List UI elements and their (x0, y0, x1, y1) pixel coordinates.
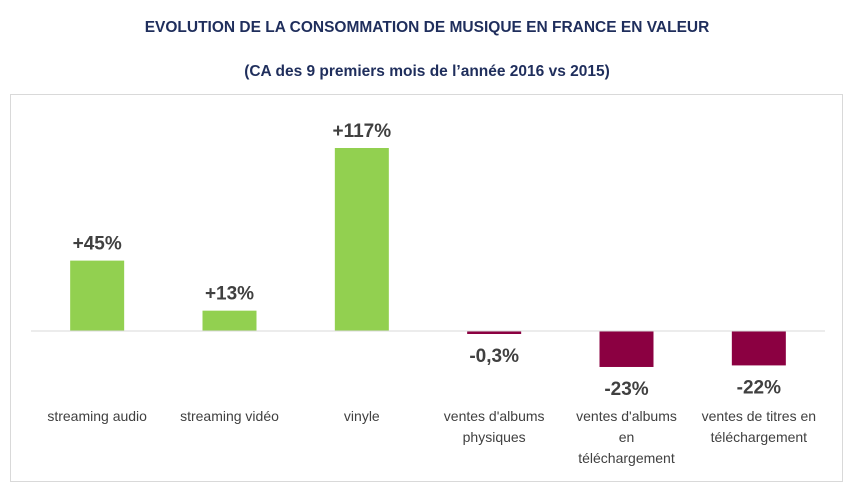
category-label-3: vinyle (344, 408, 380, 424)
data-label-4: -0,3% (469, 346, 519, 367)
category-label-line: physiques (463, 429, 526, 445)
category-label-line: téléchargement (711, 429, 808, 445)
category-label-1: streaming audio (47, 408, 147, 424)
category-label-2: streaming vidéo (180, 408, 279, 424)
category-label-line: ventes de titres en (702, 408, 816, 424)
category-label-line: streaming audio (47, 408, 147, 424)
bar-2 (202, 310, 257, 331)
category-label-line: ventes d'albums (444, 408, 545, 424)
data-label-1: +45% (73, 234, 122, 255)
data-label-5: -23% (604, 379, 648, 400)
chart-subtitle: (CA des 9 premiers mois de l’année 2016 … (244, 63, 610, 80)
data-label-3: +117% (333, 121, 392, 142)
category-label-line: téléchargement (578, 450, 675, 466)
category-label-line: ventes d'albums (576, 408, 677, 424)
category-label-line: en (619, 429, 635, 445)
chart-title: EVOLUTION DE LA CONSOMMATION DE MUSIQUE … (144, 19, 710, 36)
data-label-2: +13% (205, 284, 254, 305)
category-label-line: streaming vidéo (180, 408, 279, 424)
category-label-line: vinyle (344, 408, 380, 424)
category-label-4: ventes d'albums physiques (444, 408, 545, 445)
bar-4 (467, 331, 522, 334)
category-label-6: ventes de titres en téléchargement (702, 408, 816, 445)
category-label-5: ventes d'albums en téléchargement (576, 408, 677, 466)
data-label-6: -22% (737, 377, 781, 398)
bar-3 (334, 148, 389, 331)
bar-5 (599, 331, 654, 367)
bar-1 (70, 260, 125, 331)
bar-6 (731, 331, 786, 366)
chart-frame (10, 94, 843, 482)
